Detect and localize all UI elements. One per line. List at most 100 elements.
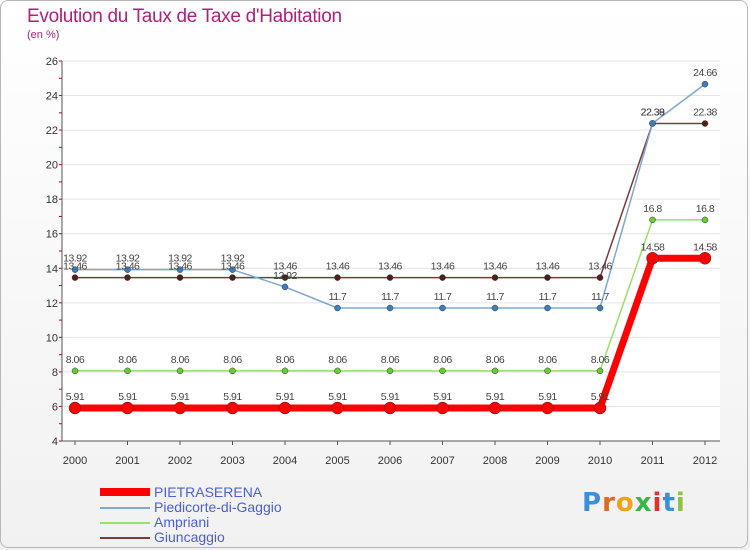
data-label: 5.91 (118, 391, 137, 403)
legend-swatch (100, 488, 150, 496)
data-label: 8.06 (118, 354, 137, 366)
data-point (386, 274, 394, 281)
data-label: 5.91 (66, 391, 85, 403)
y-tick-label: 24 (46, 91, 58, 103)
data-point (334, 304, 341, 312)
data-point (281, 283, 289, 291)
data-point (173, 401, 187, 415)
logo-letter: x (634, 488, 653, 518)
x-tick-label: 2012 (693, 455, 717, 467)
data-point (226, 401, 239, 415)
data-point (596, 304, 604, 312)
y-tick-label: 10 (46, 332, 58, 344)
data-point (544, 304, 551, 312)
proxiti-logo: Proxiti (582, 488, 686, 518)
data-point (383, 401, 397, 415)
x-tick-label: 2011 (641, 455, 665, 467)
data-point (701, 120, 709, 127)
data-label: 8.06 (223, 354, 242, 366)
data-label: 5.91 (591, 391, 610, 403)
data-label: 12.92 (273, 270, 297, 282)
data-point (229, 274, 236, 281)
x-tick-label: 2003 (220, 455, 244, 467)
data-label: 5.91 (328, 391, 347, 403)
legend-label: Giuncaggio (154, 529, 225, 545)
data-label: 13.46 (273, 261, 297, 273)
chart-subtitle: (en %) (27, 29, 60, 41)
legend-label: Ampriani (154, 514, 210, 530)
data-point (544, 367, 551, 375)
legend-swatch (100, 507, 150, 509)
data-label: 11.7 (591, 291, 609, 303)
y-tick-label: 20 (46, 160, 58, 172)
data-point (698, 252, 712, 265)
data-point (124, 274, 131, 281)
y-tick-label: 14 (46, 263, 58, 275)
data-label: 5.91 (171, 391, 190, 403)
data-label: 8.06 (433, 354, 452, 366)
data-point (593, 401, 607, 415)
data-label: 13.46 (588, 261, 612, 273)
data-point (71, 274, 79, 281)
data-label: 8.06 (328, 354, 347, 366)
data-label: 22.38 (693, 107, 717, 119)
chart-title: Evolution du Taux de Taxe d'Habitation (27, 6, 342, 27)
y-tick-label: 4 (52, 436, 58, 448)
data-point (439, 367, 446, 375)
plot-area (62, 61, 720, 441)
data-point (439, 304, 446, 312)
data-label: 16.8 (643, 203, 662, 215)
x-tick-label: 2001 (115, 455, 139, 467)
data-point (701, 80, 709, 88)
x-tick-label: 2005 (325, 455, 349, 467)
data-label: 13.46 (221, 261, 245, 273)
data-point (491, 367, 499, 375)
data-label: 22.38 (641, 107, 665, 119)
data-point (334, 367, 341, 375)
data-point (596, 274, 604, 281)
x-tick-label: 2002 (168, 455, 192, 467)
data-label: 13.46 (63, 261, 87, 273)
data-label: 13.92 (168, 253, 192, 265)
legend-label: Piedicorte-di-Gaggio (154, 499, 282, 515)
data-label: 13.46 (116, 261, 140, 273)
data-label: 11.7 (539, 291, 557, 303)
data-label: 16.8 (696, 203, 715, 215)
data-point (386, 304, 394, 312)
x-tick-label: 2008 (483, 455, 507, 467)
data-point (124, 266, 131, 273)
data-label: 5.91 (223, 391, 242, 403)
legend-swatch (100, 537, 150, 539)
legend-label: PIETRASERENA (154, 484, 263, 500)
data-point (229, 266, 236, 273)
data-point (278, 401, 292, 415)
data-label: 5.91 (486, 391, 505, 403)
y-tick-label: 22 (46, 125, 58, 137)
data-point (488, 401, 502, 415)
data-label: 13.46 (378, 261, 402, 273)
x-tick-label: 2009 (535, 455, 559, 467)
data-point (331, 401, 344, 415)
y-tick-label: 18 (46, 194, 58, 206)
data-label: 8.06 (486, 354, 505, 366)
x-tick-label: 2000 (63, 455, 87, 467)
y-tick-label: 16 (46, 229, 58, 241)
data-label: 14.58 (641, 241, 665, 253)
data-point (334, 274, 341, 281)
data-label: 14.58 (693, 241, 717, 253)
data-point (491, 274, 499, 281)
data-label: 13.92 (221, 253, 245, 265)
logo-letter: t (662, 488, 676, 518)
data-label: 11.7 (329, 291, 347, 303)
data-label: 5.91 (276, 391, 295, 403)
data-point (124, 367, 131, 375)
y-tick-label: 8 (52, 367, 58, 379)
data-point (646, 252, 659, 265)
data-label: 13.46 (431, 261, 455, 273)
logo-letter: P (582, 488, 603, 518)
data-label: 8.06 (381, 354, 400, 366)
logo-letter: i (675, 488, 686, 518)
data-point (701, 216, 709, 224)
